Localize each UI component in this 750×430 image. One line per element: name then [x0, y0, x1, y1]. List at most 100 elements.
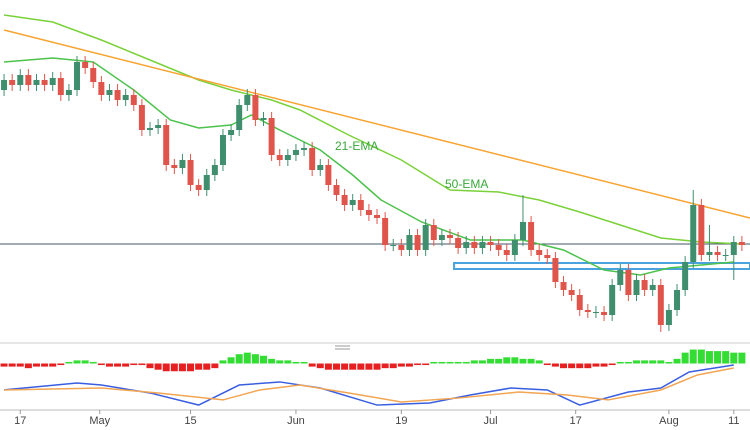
- candle-body: [138, 105, 145, 130]
- candle-body: [390, 245, 397, 246]
- candle-body: [106, 90, 113, 95]
- candle-body: [503, 250, 510, 255]
- candle-body: [406, 235, 413, 250]
- histogram-bar: [414, 363, 422, 366]
- candle-body: [430, 225, 437, 240]
- candle-body: [147, 128, 153, 130]
- candle-body: [292, 150, 299, 155]
- histogram-bar: [146, 363, 154, 369]
- candle-body: [487, 242, 494, 245]
- candle-body: [665, 310, 672, 325]
- candle-body: [41, 80, 48, 85]
- histogram-bar: [689, 349, 697, 364]
- histogram-bar: [470, 360, 478, 364]
- series-label: 50-EMA: [445, 177, 488, 191]
- candle-body: [495, 245, 502, 250]
- x-tick-label: 15: [184, 415, 196, 427]
- candle-body: [560, 282, 567, 290]
- candle-body: [706, 252, 713, 255]
- candle-body: [447, 235, 453, 238]
- x-tick-label: Jul: [484, 415, 498, 427]
- histogram-bar: [235, 354, 243, 364]
- histogram-bar: [97, 363, 105, 366]
- candle-body: [57, 78, 64, 95]
- histogram-bar: [24, 363, 32, 369]
- candle-body: [349, 200, 356, 205]
- candle-body: [33, 80, 40, 85]
- histogram-bar: [543, 363, 551, 366]
- histogram-bar: [527, 358, 535, 364]
- candle-body: [74, 62, 81, 90]
- histogram-bar: [114, 363, 122, 367]
- histogram-bar: [495, 358, 503, 364]
- candle-body: [98, 82, 105, 95]
- candle-body: [114, 90, 121, 100]
- candle-body: [398, 245, 405, 250]
- histogram-bar: [560, 363, 568, 369]
- histogram-bar: [608, 363, 616, 366]
- histogram-bar: [487, 358, 495, 364]
- histogram-bar: [551, 363, 559, 367]
- histogram-bar: [478, 360, 486, 364]
- line-series: [4, 367, 734, 403]
- x-tick-label: 11: [728, 415, 739, 427]
- candle-body: [609, 285, 616, 315]
- histogram-bar: [697, 349, 705, 364]
- candle-body: [284, 155, 291, 160]
- histogram-bar: [203, 363, 211, 370]
- histogram-bar: [308, 363, 316, 367]
- candle-body: [414, 235, 421, 250]
- candle-body: [722, 255, 729, 256]
- histogram-bar: [454, 361, 462, 364]
- histogram-bar: [592, 363, 600, 367]
- histogram-bar: [260, 355, 268, 364]
- candle-body: [617, 270, 624, 285]
- histogram-bar: [657, 360, 665, 364]
- histogram-bar: [673, 358, 681, 364]
- histogram-bar: [649, 360, 657, 364]
- histogram-bar: [730, 352, 738, 364]
- histogram-bar: [641, 360, 649, 364]
- candle-body: [276, 155, 283, 160]
- candle-body: [698, 205, 705, 255]
- candle-body: [657, 285, 664, 325]
- candle-body: [625, 270, 632, 295]
- candle-body: [252, 95, 259, 120]
- candle-body: [730, 242, 737, 255]
- candle-body: [65, 90, 72, 95]
- candle-body: [211, 165, 218, 175]
- histogram-bar: [332, 363, 340, 370]
- candle-body: [682, 262, 689, 290]
- candle-body: [49, 78, 56, 85]
- candle-body: [633, 280, 640, 295]
- candle-body: [357, 200, 364, 210]
- histogram-bar: [178, 363, 186, 372]
- histogram-bar: [519, 358, 527, 364]
- candle-body: [536, 250, 543, 255]
- histogram-bar: [349, 363, 357, 370]
- histogram-bar: [503, 357, 511, 364]
- histogram-bar: [8, 363, 16, 367]
- histogram-bar: [738, 352, 746, 364]
- histogram-bar: [341, 363, 349, 370]
- histogram-bar: [0, 363, 8, 367]
- candle-body: [122, 95, 129, 100]
- candle-body: [479, 242, 486, 248]
- histogram-bar: [576, 363, 584, 369]
- candle-body: [422, 225, 429, 250]
- histogram-bar: [705, 351, 713, 364]
- histogram-bar: [284, 360, 292, 364]
- candle-body: [519, 222, 526, 240]
- x-tick-label: 17: [14, 415, 26, 427]
- histogram-bar: [381, 363, 389, 369]
- x-tick-label: 17: [570, 415, 582, 427]
- resize-grip[interactable]: [335, 345, 350, 350]
- candle-body: [592, 312, 599, 313]
- candle-body: [155, 125, 162, 128]
- histogram-bar: [89, 361, 97, 364]
- histogram-bar: [373, 363, 381, 370]
- histogram-bar: [568, 363, 576, 369]
- histogram-bar: [324, 363, 332, 370]
- histogram-bar: [624, 361, 632, 364]
- candle-body: [163, 125, 170, 165]
